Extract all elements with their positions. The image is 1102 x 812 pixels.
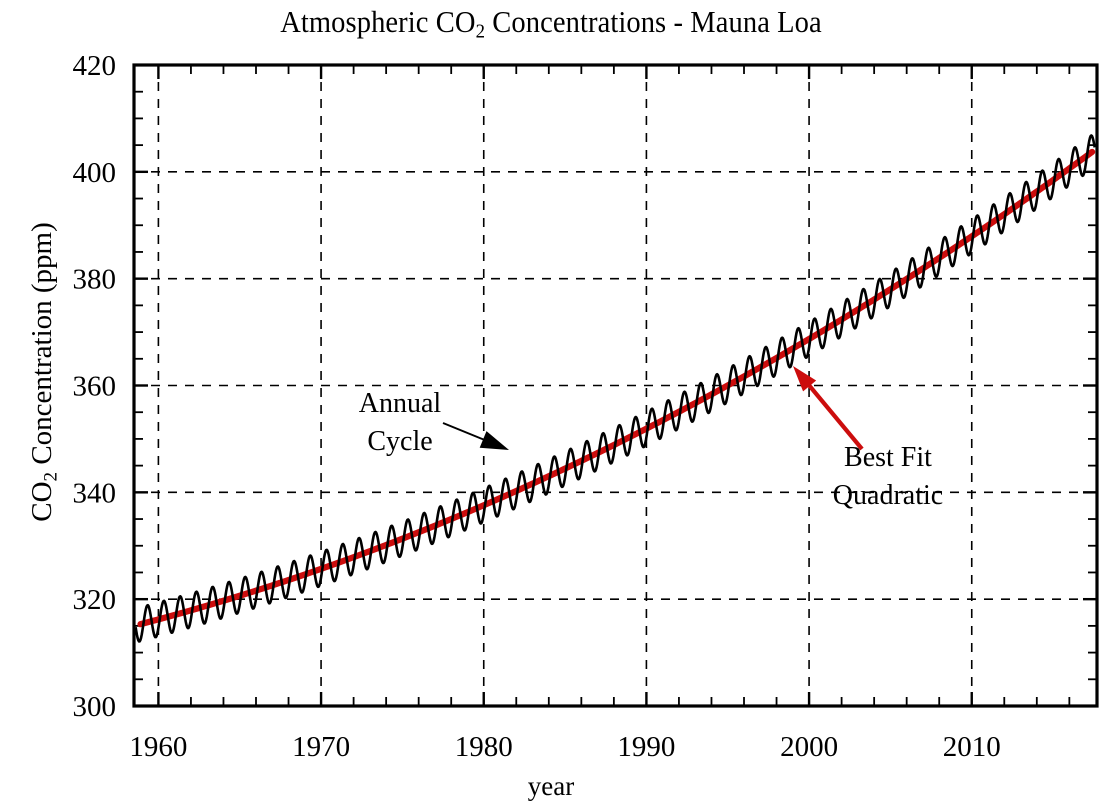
y-tick-label: 320	[73, 584, 117, 616]
x-tick-label: 1980	[455, 731, 513, 763]
plot-frame	[132, 63, 1099, 708]
chart-title: Atmospheric CO2 Concentrations - Mauna L…	[44, 2, 1058, 52]
x-tick-label: 1990	[617, 731, 675, 763]
annotation-arrowhead	[479, 431, 509, 450]
annotation-label-line1: Best Fit	[844, 442, 932, 473]
annotation-label-line2: Quadratic	[833, 480, 943, 511]
annotation-annual-cycle: Annual Cycle	[359, 388, 509, 457]
annotation-label-line1: Annual	[359, 388, 442, 419]
annotation-best-fit-quadratic: Best Fit Quadratic	[793, 366, 943, 511]
co2-data-series	[134, 134, 1096, 643]
x-tick-label: 2010	[943, 731, 1001, 763]
x-tick-label: 1960	[129, 731, 187, 763]
chart-title-post: Concentrations - Mauna Loa	[485, 4, 822, 39]
annotation-arrow-line	[442, 422, 489, 443]
x-axis-label: year	[527, 771, 575, 801]
x-tick-label: 2000	[780, 731, 838, 763]
y-tick-label: 360	[73, 371, 117, 403]
chart-title-pre: Atmospheric CO	[280, 4, 476, 39]
y-tick-label: 340	[73, 477, 117, 509]
best-fit-quadratic-curve	[137, 148, 1096, 628]
y-tick-label: 300	[73, 691, 117, 723]
annotations: Annual Cycle Best Fit Quadratic	[359, 366, 943, 511]
annotation-arrow-line	[805, 381, 864, 451]
chart-title-subscript: 2	[475, 20, 486, 43]
y-axis-tick-labels: 300 320 340 360 380 400 420	[73, 50, 117, 723]
y-tick-label: 400	[73, 157, 117, 189]
annotation-label-line2: Cycle	[367, 426, 432, 457]
annotation-arrowhead	[793, 366, 817, 392]
y-tick-label: 380	[73, 264, 117, 296]
y-tick-label: 420	[73, 50, 117, 82]
x-axis-tick-labels: 1960 1970 1980 1990 2000 2010	[129, 731, 1000, 763]
gridlines	[134, 65, 1097, 706]
x-tick-label: 1970	[292, 731, 350, 763]
